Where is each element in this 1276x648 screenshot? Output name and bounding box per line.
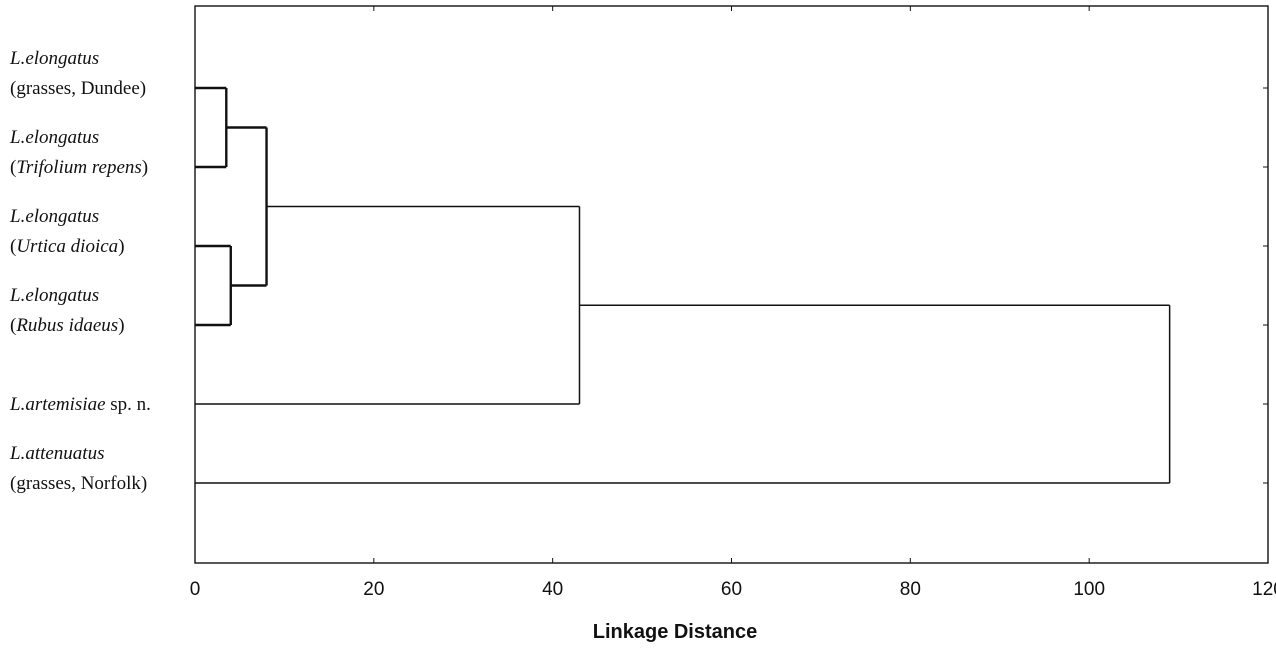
leaf-host-label: (Rubus idaeus) bbox=[10, 315, 125, 336]
x-tick-label: 20 bbox=[363, 579, 384, 600]
leaf-species-label: L.elongatus bbox=[9, 48, 99, 69]
leaf-labels: L.elongatus (grasses, Dundee) L.elongatus (… bbox=[9, 48, 151, 494]
leaf-host-label: (grasses, Norfolk) bbox=[10, 473, 147, 494]
dendrogram-links bbox=[195, 86, 1171, 484]
leaf-label: L.artemisiae sp. n. bbox=[9, 394, 151, 415]
x-tick-label: 80 bbox=[900, 579, 921, 600]
axis-ticks bbox=[194, 6, 1269, 563]
x-tick-label: 0 bbox=[190, 579, 201, 600]
leaf-species-label: L.elongatus bbox=[9, 206, 99, 227]
x-tick-label: 40 bbox=[542, 579, 563, 600]
leaf-species-label: L.elongatus bbox=[9, 127, 99, 148]
leaf-species-label: L.attenuatus bbox=[9, 443, 104, 464]
plot-frame bbox=[194, 5, 1269, 564]
leaf-species-label: L.elongatus bbox=[9, 285, 99, 306]
x-tick-label: 60 bbox=[721, 579, 742, 600]
leaf-host-label: (Urtica dioica) bbox=[10, 236, 125, 257]
x-tick-labels: 0 20 40 60 80 100 120 bbox=[190, 579, 1276, 600]
x-tick-label: 100 bbox=[1073, 579, 1105, 600]
leaf-host-label: (Trifolium repens) bbox=[10, 157, 148, 178]
x-tick-label: 120 bbox=[1252, 579, 1276, 600]
x-axis-title: Linkage Distance bbox=[593, 621, 758, 643]
leaf-host-label: (grasses, Dundee) bbox=[10, 78, 146, 99]
